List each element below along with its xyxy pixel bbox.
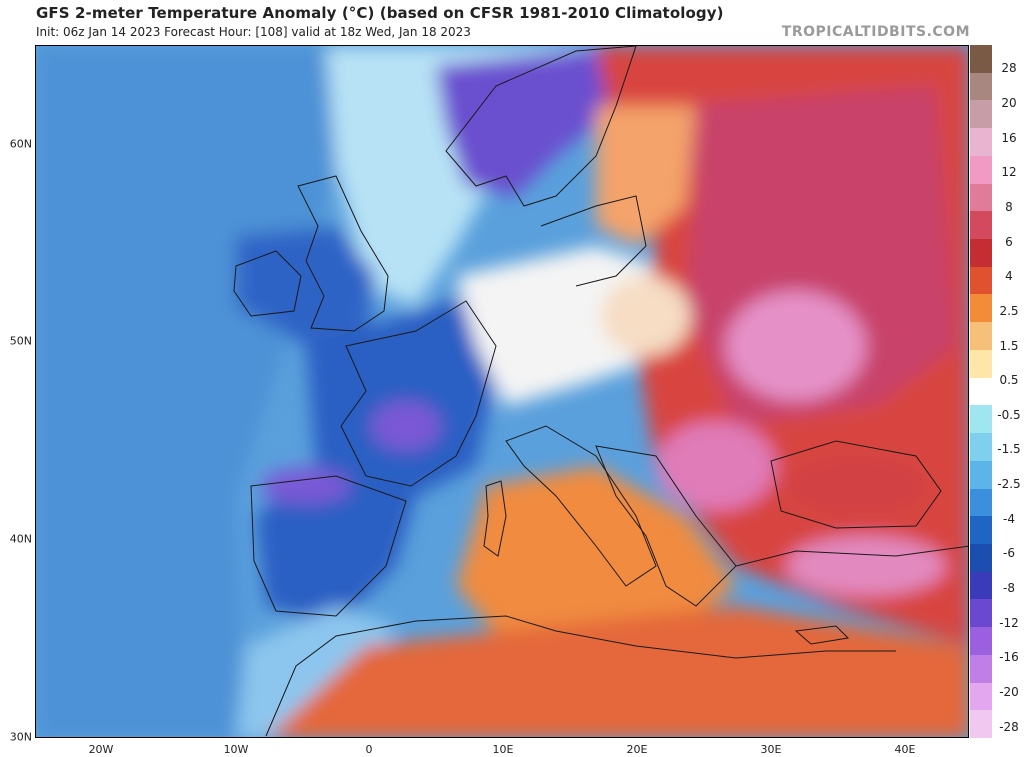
colorbar-label: -6 — [1003, 546, 1015, 561]
iberia-coast — [250, 475, 407, 617]
colorbar-label: -16 — [999, 650, 1019, 665]
colorbar-label: 2.5 — [999, 303, 1019, 318]
colorbar-label: -0.5 — [997, 407, 1021, 422]
lon-label-10e: 10E — [492, 743, 514, 756]
colorbar-label: 28 — [1001, 61, 1017, 76]
lat-label-60n: 60N — [9, 137, 32, 151]
black-sea-coast — [770, 440, 942, 529]
colorbar-swatch — [970, 294, 992, 323]
scandinavia-cold-region — [436, 46, 616, 196]
lon-label-40e: 40E — [894, 743, 916, 756]
chart-title: GFS 2-meter Temperature Anomaly (°C) (ba… — [36, 4, 724, 22]
colorbar-swatch — [970, 155, 992, 185]
colorbar-label: -12 — [999, 615, 1019, 630]
colorbar-swatch — [970, 349, 992, 379]
colorbar-label: -4 — [1003, 511, 1015, 526]
north-africa-cool-region — [236, 606, 396, 737]
colorbar-label: 20 — [1001, 95, 1017, 110]
colorbar-swatch — [970, 266, 992, 295]
colorbar-swatch — [970, 460, 992, 490]
colorbar-swatch — [970, 128, 992, 157]
italy-coast — [505, 425, 657, 587]
sahara-warm-region — [268, 606, 968, 737]
colorbar-label: -20 — [999, 685, 1019, 700]
colorbar-swatch — [970, 211, 992, 240]
colorbar-swatch — [970, 100, 992, 129]
colorbar-swatch — [970, 72, 992, 101]
colorbar-label: 4 — [1005, 269, 1013, 284]
colorbar-swatch — [970, 183, 992, 212]
colorbar-swatch — [970, 516, 992, 545]
mediterranean-warm-region — [456, 466, 736, 646]
colorbar-swatch — [970, 682, 992, 711]
colorbar-label: 1.5 — [999, 338, 1019, 353]
central-europe-neutral-region — [456, 246, 656, 406]
scandinavia-coast — [445, 46, 637, 207]
balkans-coast — [595, 445, 737, 607]
iberia-very-cold-pocket — [261, 468, 351, 504]
lat-label-50n: 50N — [9, 334, 32, 348]
colorbar-swatch — [970, 599, 992, 628]
colorbar-label: -8 — [1003, 581, 1015, 596]
lon-label-30e: 30E — [760, 743, 782, 756]
north-africa-coast — [265, 615, 896, 737]
colorbar-label: 6 — [1005, 234, 1013, 249]
colorbar-label: -28 — [999, 719, 1019, 734]
coastlines — [233, 46, 968, 737]
lat-label-40n: 40N — [9, 532, 32, 546]
baltic-coast — [540, 195, 647, 287]
colorbar-label: 12 — [1001, 165, 1017, 180]
colorbar-label: 0.5 — [999, 373, 1019, 388]
anomaly-map[interactable] — [35, 45, 969, 738]
france-very-cold-pocket — [371, 401, 441, 451]
baltic-mild-region — [596, 106, 696, 246]
ukraine-extreme-pocket — [726, 291, 866, 401]
western-europe-cold-region — [256, 296, 496, 626]
colorbar-label: -1.5 — [997, 442, 1021, 457]
lon-label-20e: 20E — [626, 743, 648, 756]
colorbar-swatch — [970, 654, 992, 684]
colorbar-swatch — [970, 405, 992, 434]
british-isles-cold-region — [236, 226, 376, 346]
black-sea-region — [786, 456, 926, 516]
lon-label-0: 0 — [365, 743, 373, 756]
colorbar-swatch — [970, 239, 992, 268]
lat-label-30n: 30N — [9, 730, 32, 744]
ireland-coast — [233, 250, 302, 317]
colorbar-swatch — [970, 433, 992, 462]
colorbar-swatch — [970, 710, 992, 739]
anatolia-coast — [735, 545, 968, 567]
cyprus-coast — [794, 625, 850, 645]
colorbar-swatch — [970, 488, 992, 517]
france-coast — [340, 300, 497, 487]
atlantic-deep-region — [36, 46, 366, 737]
colorbar-swatch — [970, 322, 992, 351]
colorbar-label: 8 — [1005, 199, 1013, 214]
poland-neutral-pocket — [601, 276, 691, 356]
colorbar-label: 16 — [1001, 130, 1017, 145]
colorbar-swatch — [970, 627, 992, 656]
lon-label-10w: 10W — [223, 743, 249, 756]
forecast-info: Init: 06z Jan 14 2023 Forecast Hour: [10… — [36, 25, 471, 39]
colorbar: 28 20 16 12 8 6 4 2.5 1.5 0.5 -0.5 -1.5 -2.5 -4 -6 -8 -1… — [970, 45, 1024, 739]
balkans-extreme-pocket — [656, 421, 776, 511]
colorbar-swatch — [970, 543, 992, 573]
colorbar-swatch — [970, 45, 992, 74]
lon-label-20w: 20W — [88, 743, 114, 756]
turkey-extreme-pocket — [786, 536, 946, 596]
anomaly-map-svg — [36, 46, 968, 737]
site-watermark: TROPICALTIDBITS.COM — [781, 24, 970, 40]
britain-coast — [297, 175, 389, 332]
colorbar-label: -2.5 — [997, 477, 1021, 492]
colorbar-swatch — [970, 571, 992, 600]
corsica-sardinia-coast — [483, 480, 507, 557]
colorbar-swatch — [970, 377, 992, 406]
